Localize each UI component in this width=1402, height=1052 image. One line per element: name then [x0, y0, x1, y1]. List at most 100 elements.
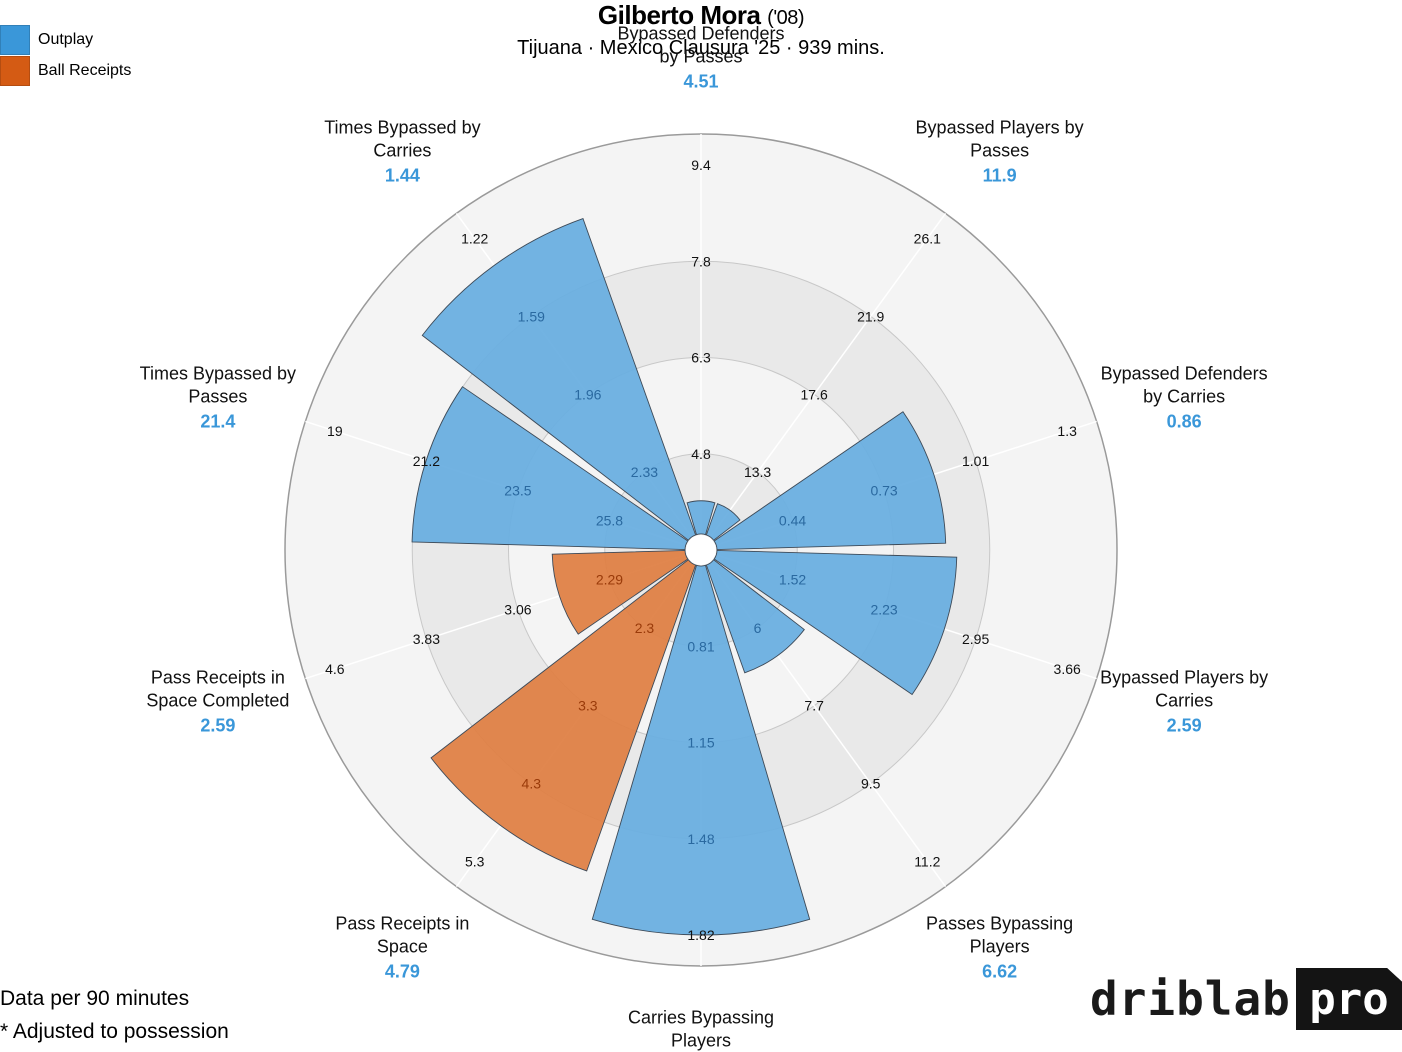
axis-label: by Carries — [1143, 386, 1225, 406]
value-label: 0.86 — [1167, 411, 1202, 431]
tick-label: 1.48 — [687, 831, 714, 847]
logo-wordmark: driblab — [1090, 972, 1291, 1026]
value-label: 6.62 — [982, 962, 1017, 982]
tick-label: 25.8 — [596, 512, 623, 528]
value-label: 2.59 — [1167, 716, 1202, 736]
axis-label: Passes Bypassing — [926, 914, 1073, 934]
tick-label: 3.83 — [413, 631, 440, 647]
axis-label: Space — [377, 937, 428, 957]
tick-label: 2.3 — [635, 620, 655, 636]
tick-label: 5.3 — [465, 853, 485, 869]
legend-label-ball-receipts: Ball Receipts — [38, 61, 132, 79]
legend-swatch-outplay — [0, 24, 30, 55]
tick-label: 3.06 — [504, 601, 531, 617]
grid-spoke — [700, 213, 947, 551]
tick-label: 13.3 — [744, 464, 771, 480]
axis-label: Pass Receipts in — [335, 914, 469, 934]
axis-label: Players — [970, 937, 1030, 957]
tick-label: 21.2 — [413, 453, 440, 469]
value-label: 11.9 — [983, 165, 1017, 185]
bar-5 — [591, 564, 811, 936]
tick-label: 3.3 — [578, 698, 598, 714]
axis-label: Bypassed Defenders — [1101, 363, 1268, 383]
page-title: Gilberto Mora ('08) — [0, 0, 1402, 33]
legend-label-outplay: Outplay — [38, 30, 94, 48]
tick-label: 21.9 — [857, 308, 884, 324]
axis-label: Players — [671, 1031, 731, 1051]
footnotes: Data per 90 minutes * Adjusted to posses… — [0, 982, 229, 1048]
value-label: 1.44 — [385, 165, 420, 185]
player-name: Gilberto Mora — [597, 0, 761, 30]
tick-label: 7.8 — [691, 253, 711, 269]
tick-label: 1.01 — [962, 453, 989, 469]
logo-badge: pro — [1296, 968, 1402, 1030]
tick-label: 19 — [327, 423, 343, 439]
center-hole — [686, 535, 716, 565]
tick-label: 9.4 — [691, 157, 711, 173]
logo-badge-text: pro — [1309, 973, 1389, 1025]
tick-label: 1.82 — [687, 927, 714, 943]
bar-4 — [705, 559, 805, 674]
value-label: 4.51 — [683, 72, 718, 92]
tick-label: 2.29 — [596, 572, 623, 588]
bar-0 — [686, 500, 716, 536]
axis-label: Bypassed Players by — [1100, 668, 1268, 688]
footnote-per-90: Data per 90 minutes — [0, 987, 190, 1010]
tick-label: 1.3 — [1057, 423, 1077, 439]
player-birth-year: ('08) — [767, 7, 805, 29]
legend-item-ball-receipts: Ball Receipts — [0, 55, 131, 86]
axis-label: Passes — [188, 386, 247, 406]
tick-label: 4.6 — [325, 661, 345, 677]
legend-item-outplay: Outplay — [0, 24, 131, 55]
legend-swatch-ball-receipts — [0, 55, 30, 86]
tick-label: 9.5 — [861, 776, 881, 792]
tick-label: 1.22 — [461, 231, 488, 247]
value-label: 4.79 — [385, 962, 420, 982]
tick-label: 6 — [754, 620, 762, 636]
driblab-pro-logo: driblab pro — [1090, 966, 1402, 1032]
axis-label: Carries Bypassing — [628, 1008, 774, 1028]
axis-label: Times Bypassed by — [140, 363, 296, 383]
bar-3 — [713, 549, 958, 696]
axis-label: Bypassed Defenders — [617, 24, 784, 44]
axis-label: Carries — [1155, 691, 1213, 711]
tick-label: 4.8 — [691, 446, 711, 462]
tick-label: 7.7 — [804, 698, 824, 714]
tick-label: 2.95 — [962, 631, 989, 647]
tick-label: 4.3 — [522, 776, 542, 792]
axis-label: by Passes — [659, 47, 742, 67]
tick-label: 23.5 — [504, 483, 531, 499]
tick-label: 17.6 — [801, 386, 828, 402]
bar-6 — [430, 559, 697, 872]
axis-label: Carries — [373, 140, 431, 160]
bar-9 — [421, 218, 697, 541]
tick-label: 0.44 — [779, 512, 806, 528]
tick-label: 2.23 — [870, 601, 897, 617]
bar-1 — [705, 503, 741, 541]
tick-label: 0.81 — [687, 638, 714, 654]
bar-8 — [411, 386, 689, 551]
tick-label: 1.15 — [687, 735, 714, 751]
tick-label: 6.3 — [691, 350, 711, 366]
subtitle: Tijuana · Mexico Clausura '25 · 939 mins… — [517, 37, 885, 59]
axis-label: Times Bypassed by — [324, 117, 480, 137]
bar-7 — [551, 549, 689, 635]
tick-label: 3.66 — [1054, 661, 1081, 677]
tick-label: 1.96 — [574, 386, 601, 402]
value-label: 2.59 — [200, 716, 235, 736]
bar-2 — [713, 411, 947, 551]
axis-label: Space Completed — [146, 691, 289, 711]
axis-label: Bypassed Players by — [916, 117, 1084, 137]
axis-label: Pass Receipts in — [151, 668, 285, 688]
tick-label: 2.33 — [631, 464, 658, 480]
tick-label: 1.59 — [518, 308, 545, 324]
tick-label: 26.1 — [914, 231, 941, 247]
footnote-adjusted: * Adjusted to possession — [0, 1020, 229, 1043]
value-label: 21.4 — [200, 411, 235, 431]
tick-label: 1.52 — [779, 572, 806, 588]
axis-label: Passes — [970, 140, 1029, 160]
tick-label: 11.2 — [914, 853, 940, 869]
title-block: Gilberto Mora ('08) Tijuana · Mexico Cla… — [0, 0, 1402, 61]
legend: Outplay Ball Receipts — [0, 24, 131, 86]
